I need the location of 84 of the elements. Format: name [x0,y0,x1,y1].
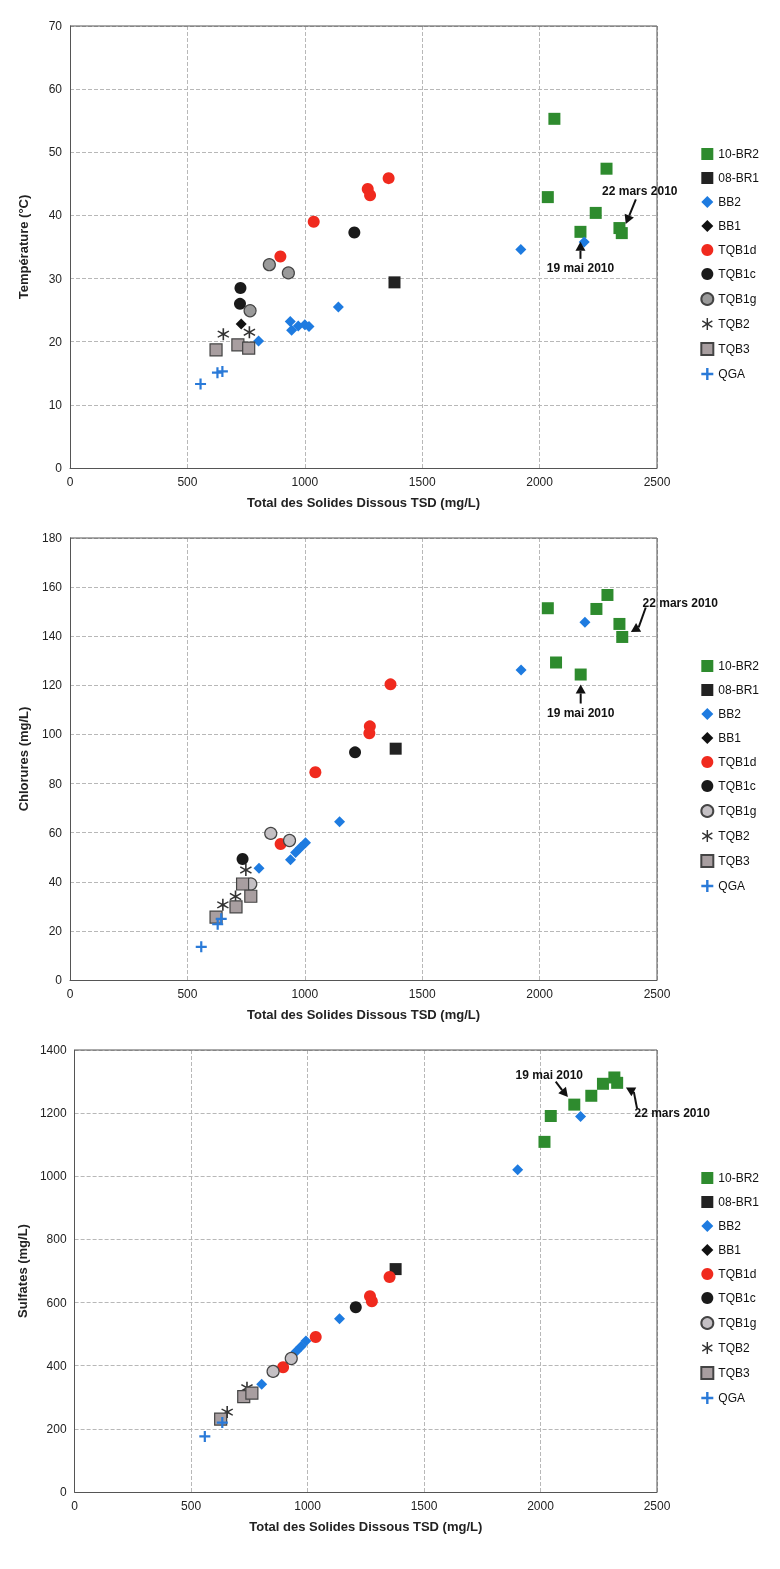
x-tick-label: 2000 [526,987,554,1001]
legend-label: TQB1g [718,804,757,818]
y-tick-label: 120 [41,678,63,693]
legend-label: 10-BR2 [718,1171,760,1185]
annotation: 22 mars 2010 [634,1105,711,1120]
legend-label: QGA [718,367,745,381]
legend-label: TQB3 [718,1366,750,1380]
y-tick-label: 140 [41,629,63,644]
x-tick-label: 500 [177,475,198,489]
y-tick-label: 40 [48,874,63,889]
x-tick-label: 1000 [294,1499,322,1513]
legend-label: TQB3 [718,342,750,356]
x-tick-label: 2000 [526,475,554,489]
y-tick-label: 80 [48,776,63,791]
annotation: 22 mars 2010 [602,184,678,199]
y-tick-label: 0 [55,461,63,475]
y-tick-label: 600 [46,1295,67,1310]
x-tick-label: 2500 [643,1499,671,1513]
y-tick-label: 800 [46,1232,67,1247]
x-axis-title: Total des Solides Dissous TSD (mg/L) [249,1519,483,1534]
legend-label: BB1 [718,219,742,233]
legend-label: 08-BR1 [718,1195,760,1209]
legend-label: BB1 [718,731,742,745]
legend-label: BB2 [718,1219,742,1233]
y-tick-label: 200 [46,1421,67,1436]
x-tick-label: 2500 [643,475,671,489]
y-tick-label: 50 [48,145,63,160]
x-tick-label: 1000 [291,475,319,489]
annotation: 19 mai 2010 [515,1067,584,1082]
legend-label: TQB1c [718,267,756,281]
y-tick-label: 400 [46,1358,67,1373]
legend-label: 08-BR1 [718,171,760,185]
y-tick-label: 70 [48,19,63,33]
legend-label: TQB1c [718,779,756,793]
legend-label: QGA [718,879,745,893]
x-axis-title: Total des Solides Dissous TSD (mg/L) [246,1007,481,1022]
y-tick-label: 1200 [39,1106,67,1121]
y-tick-label: 20 [48,923,63,938]
legend-label: TQB2 [718,317,750,331]
y-tick-label: 180 [41,531,63,545]
y-tick-label: 1400 [39,1043,67,1057]
y-axis-title: Chlorures (mg/L) [16,706,31,812]
legend-label: 10-BR2 [718,147,760,161]
x-tick-label: 500 [181,1499,202,1513]
y-axis-title: Sulfates (mg/L) [15,1224,30,1318]
legend-label: TQB2 [718,829,750,843]
legend-label: TQB1c [718,1291,756,1305]
legend-label: BB2 [718,707,742,721]
y-axis-title: Température (°C) [16,194,31,300]
y-tick-label: 40 [48,208,63,223]
y-tick-label: 100 [41,727,63,742]
annotation: 19 mai 2010 [546,705,615,720]
y-tick-label: 30 [48,271,63,286]
x-tick-label: 1500 [408,987,436,1001]
y-tick-label: 10 [48,397,63,412]
y-tick-label: 60 [48,82,63,97]
annotation: 22 mars 2010 [642,595,719,610]
legend-label: TQB1d [718,1267,757,1281]
legend-label: QGA [718,1391,745,1405]
y-tick-label: 20 [48,334,63,349]
legend-label: 08-BR1 [718,683,760,697]
legend-label: TQB1d [718,243,757,257]
x-tick-label: 1500 [408,475,436,489]
legend-label: BB1 [718,1243,742,1257]
legend-label: 10-BR2 [718,659,760,673]
x-tick-label: 500 [177,987,198,1001]
legend-label: TQB1g [718,1316,757,1330]
y-tick-label: 0 [55,973,63,987]
x-tick-label: 0 [71,1499,79,1513]
x-tick-label: 1500 [410,1499,438,1513]
x-tick-label: 1000 [291,987,319,1001]
x-tick-label: 2500 [643,987,671,1001]
legend-label: TQB1d [718,755,757,769]
legend-label: BB2 [718,195,742,209]
legend-label: TQB1g [718,292,757,306]
x-axis-title: Total des Solides Dissous TSD (mg/L) [246,495,481,510]
y-tick-label: 60 [48,825,63,840]
x-tick-label: 2000 [527,1499,555,1513]
legend-label: TQB2 [718,1341,750,1355]
legend-label: TQB3 [718,854,750,868]
y-tick-label: 1000 [39,1169,67,1184]
y-tick-label: 0 [59,1485,67,1499]
y-tick-label: 160 [41,580,63,595]
annotation: 19 mai 2010 [546,260,615,275]
